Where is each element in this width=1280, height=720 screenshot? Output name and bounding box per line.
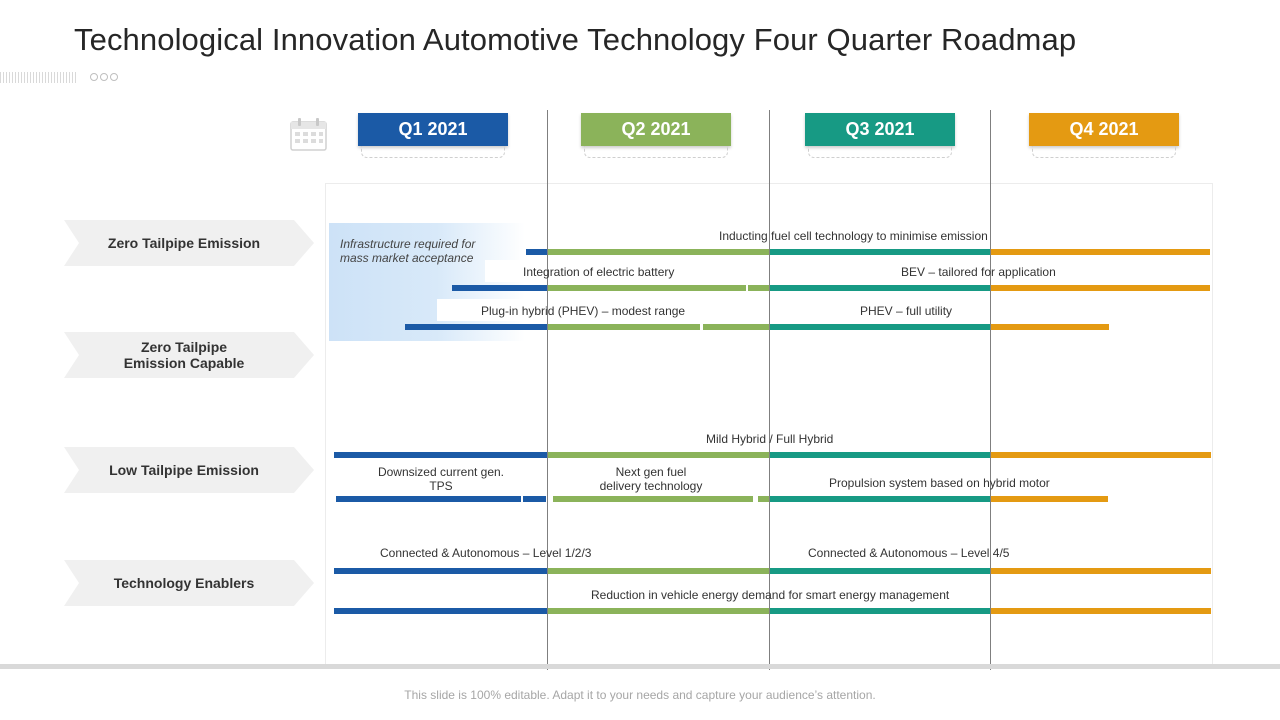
timeline-bar-segment bbox=[769, 568, 990, 574]
quarter-header-q4: Q4 2021 bbox=[1029, 113, 1179, 146]
timeline-bar-segment bbox=[703, 324, 769, 330]
bar-label-downsized: Downsized current gen. TPS bbox=[361, 465, 521, 493]
bar-label-bev: BEV – tailored for application bbox=[901, 265, 1056, 279]
timeline-bar-segment bbox=[758, 496, 769, 502]
row-label-low-tailpipe-emission: Low Tailpipe Emission bbox=[64, 447, 314, 493]
bar-label-phev-modest: Plug-in hybrid (PHEV) – modest range bbox=[481, 304, 686, 318]
timeline-bar-segment bbox=[990, 452, 1211, 458]
page-title: Technological Innovation Automotive Tech… bbox=[74, 22, 1077, 57]
quarter-bracket bbox=[584, 146, 728, 158]
bar-label-connected-123: Connected & Autonomous – Level 1/2/3 bbox=[380, 546, 592, 560]
timeline-bar-segment bbox=[336, 496, 521, 502]
timeline-bar-segment bbox=[548, 452, 769, 458]
quarter-divider bbox=[547, 110, 548, 670]
timeline-bar-segment bbox=[769, 496, 990, 502]
bar-label-energy-reduction: Reduction in vehicle energy demand for s… bbox=[591, 588, 950, 602]
timeline-bar-segment bbox=[334, 568, 548, 574]
footer-note: This slide is 100% editable. Adapt it to… bbox=[404, 688, 876, 702]
footer-divider bbox=[0, 664, 1280, 669]
timeline-bar-segment bbox=[769, 324, 990, 330]
timeline-bar-segment bbox=[553, 496, 753, 502]
timeline-bar-segment bbox=[334, 452, 548, 458]
timeline-bar-segment bbox=[405, 324, 548, 330]
bar-label-line: Downsized current gen. bbox=[377, 465, 505, 479]
timeline-bar-segment bbox=[748, 285, 769, 291]
row-label-text: Zero Tailpipe Emission bbox=[107, 235, 261, 251]
timeline-bar-segment bbox=[548, 568, 769, 574]
quarter-bracket bbox=[1032, 146, 1176, 158]
timeline-bar-segment bbox=[769, 608, 990, 614]
timeline-bar-segment bbox=[769, 452, 990, 458]
quarter-bracket bbox=[361, 146, 505, 158]
calendar-icon bbox=[290, 118, 327, 151]
bar-label-mild-hybrid: Mild Hybrid / Full Hybrid bbox=[706, 432, 834, 446]
quarter-header-q1: Q1 2021 bbox=[358, 113, 508, 146]
timeline-bar-segment bbox=[990, 568, 1211, 574]
row-label-text: Technology Enablers bbox=[113, 575, 255, 591]
timeline-bar-segment bbox=[548, 249, 769, 255]
bar-label-phev-full: PHEV – full utility bbox=[860, 304, 953, 318]
bar-label-next-gen: Next gen fuel delivery technology bbox=[571, 465, 731, 493]
quarter-header-q3: Q3 2021 bbox=[805, 113, 955, 146]
timeline-bar-segment bbox=[769, 249, 990, 255]
row-label-zero-tailpipe-emission: Zero Tailpipe Emission bbox=[64, 220, 314, 266]
bar-label-line: TPS bbox=[429, 479, 453, 493]
quarter-divider bbox=[769, 110, 770, 670]
timeline-bar-segment bbox=[990, 496, 1108, 502]
row-label-text: Low Tailpipe Emission bbox=[109, 462, 259, 478]
timeline-bar-segment bbox=[990, 324, 1109, 330]
bar-label-fuel-cell: Inducting fuel cell technology to minimi… bbox=[719, 229, 988, 243]
row-label-zero-tailpipe-emission-capable: Zero Tailpipe Emission Capable bbox=[64, 332, 314, 378]
infrastructure-highlight bbox=[329, 223, 525, 341]
timeline-bar-segment bbox=[452, 285, 548, 291]
bar-label-line: Next gen fuel bbox=[615, 465, 687, 479]
timeline-bar-segment bbox=[334, 608, 548, 614]
quarter-divider bbox=[990, 110, 991, 670]
infrastructure-note: Infrastructure required for mass market … bbox=[340, 237, 476, 265]
quarter-header-q2: Q2 2021 bbox=[581, 113, 731, 146]
row-label-technology-enablers: Technology Enablers bbox=[64, 560, 314, 606]
timeline-bar-segment bbox=[990, 249, 1210, 255]
timeline-bar-segment bbox=[548, 608, 769, 614]
timeline-bar-segment bbox=[548, 285, 746, 291]
decorative-lines bbox=[0, 72, 78, 83]
timeline-bar-segment bbox=[990, 285, 1210, 291]
bar-label-propulsion: Propulsion system based on hybrid motor bbox=[829, 476, 1050, 490]
row-label-text: Zero Tailpipe bbox=[140, 339, 228, 355]
timeline-bar-segment bbox=[548, 324, 700, 330]
label-backdrop bbox=[485, 260, 530, 282]
timeline-bar-segment bbox=[526, 249, 548, 255]
decorative-dots bbox=[90, 73, 118, 81]
bar-label-connected-45: Connected & Autonomous – Level 4/5 bbox=[808, 546, 1010, 560]
label-backdrop bbox=[437, 299, 532, 321]
timeline-bar-segment bbox=[990, 608, 1211, 614]
bar-label-electric-battery: Integration of electric battery bbox=[523, 265, 675, 279]
bar-label-line: delivery technology bbox=[599, 479, 703, 493]
row-label-text: Emission Capable bbox=[123, 355, 245, 371]
quarter-bracket bbox=[808, 146, 952, 158]
timeline-bar-segment bbox=[523, 496, 546, 502]
timeline-bar-segment bbox=[769, 285, 990, 291]
